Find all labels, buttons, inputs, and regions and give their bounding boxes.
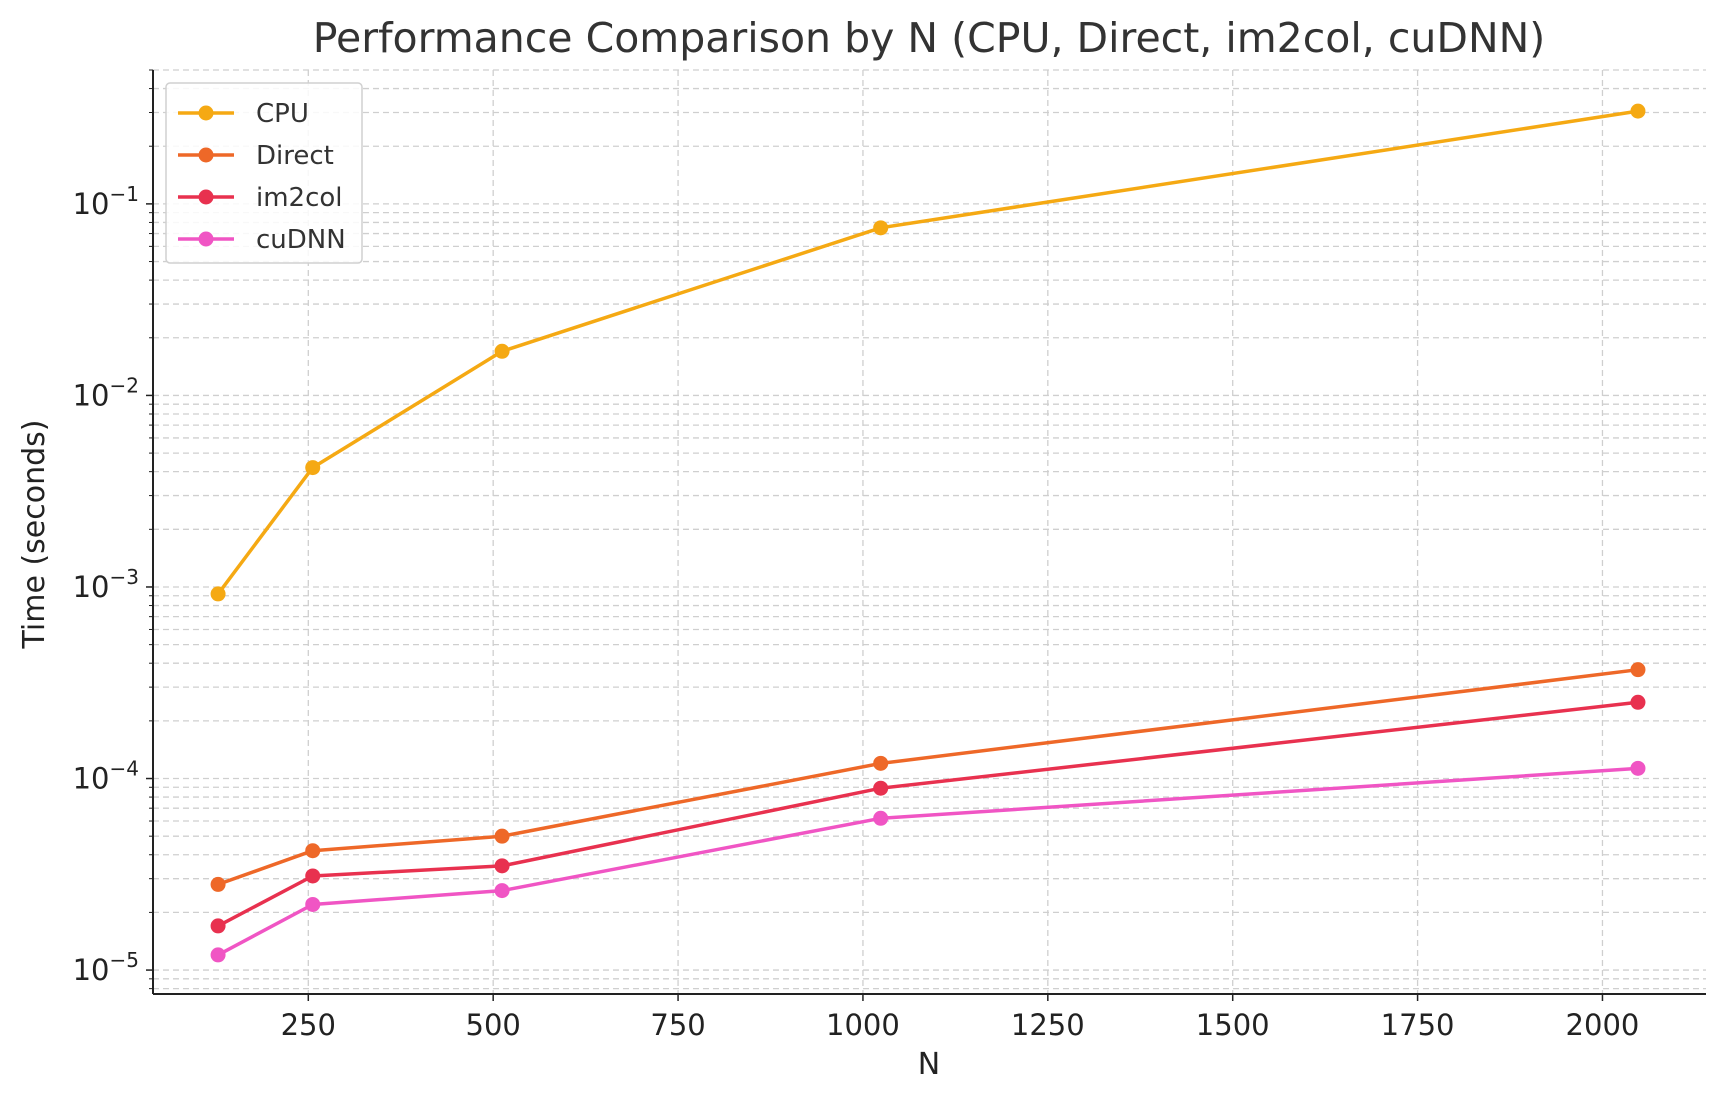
legend-box: [165, 82, 363, 264]
data-point-cudnn: [873, 810, 889, 826]
series-layer: [210, 103, 1646, 963]
x-tick-label: 2000: [1566, 1008, 1640, 1042]
data-point-im2col: [1630, 694, 1646, 710]
y-tick-label: 10−1: [73, 182, 139, 221]
legend-item-cudnn: cuDNN: [178, 225, 346, 255]
x-tick-label: 250: [281, 1008, 336, 1042]
data-point-direct: [873, 755, 889, 771]
x-tick-label: 1000: [826, 1008, 900, 1042]
data-point-cpu: [210, 586, 226, 602]
series-line-direct: [217, 667, 1639, 887]
data-point-direct: [1630, 662, 1646, 678]
y-axis-title: Time (seconds): [17, 420, 52, 650]
legend-item-cpu: CPU: [178, 99, 309, 129]
legend-marker: [198, 147, 214, 163]
series-line-cpu: [216, 109, 1639, 595]
data-point-cudnn: [1630, 760, 1646, 776]
y-tick-label: 10−4: [73, 757, 139, 796]
legend-marker: [198, 105, 214, 121]
series-im2col: [210, 694, 1646, 934]
y-tick-label: 10−5: [73, 948, 139, 987]
x-axis-title: N: [918, 1047, 940, 1082]
data-point-cpu: [494, 343, 510, 359]
x-tick-label: 750: [650, 1008, 705, 1042]
x-tick-label: 1750: [1381, 1008, 1455, 1042]
data-point-cpu: [873, 220, 889, 236]
series-cpu: [210, 103, 1646, 602]
series-line-cudnn: [217, 766, 1639, 957]
y-tick-label: 10−2: [73, 373, 139, 412]
data-point-cudnn: [210, 947, 226, 963]
series-cudnn: [210, 760, 1646, 963]
grid-layer: [153, 69, 1706, 994]
data-point-direct: [305, 843, 321, 859]
y-tick-label: 10−3: [73, 565, 139, 604]
legend-label: im2col: [256, 183, 343, 213]
data-point-cpu: [1630, 103, 1646, 119]
data-point-direct: [210, 876, 226, 892]
legend-label: Direct: [256, 141, 334, 171]
data-point-cudnn: [494, 883, 510, 899]
series-direct: [210, 662, 1646, 892]
x-tick-label: 1250: [1011, 1008, 1085, 1042]
x-tick-label: 1500: [1196, 1008, 1270, 1042]
data-point-cudnn: [305, 896, 321, 912]
data-point-cpu: [305, 460, 321, 476]
data-point-im2col: [210, 918, 226, 934]
legend-marker: [198, 189, 214, 205]
data-point-direct: [494, 828, 510, 844]
data-point-im2col: [305, 868, 321, 884]
legend-marker: [198, 231, 214, 247]
legend-label: CPU: [256, 99, 309, 129]
legend-item-im2col: im2col: [178, 183, 343, 213]
data-point-im2col: [873, 780, 889, 796]
axes-layer: 250 500 750 1000 1250 1500 1750 2000 10−5 10−4 10−…: [73, 69, 1706, 1042]
legend-label: cuDNN: [256, 225, 346, 255]
legend: CPU Direct im2col cuDNN: [165, 82, 363, 264]
data-point-im2col: [494, 858, 510, 874]
legend-item-direct: Direct: [178, 141, 334, 171]
chart-title: Performance Comparison by N (CPU, Direct…: [313, 14, 1546, 62]
x-tick-label: 500: [466, 1008, 521, 1042]
